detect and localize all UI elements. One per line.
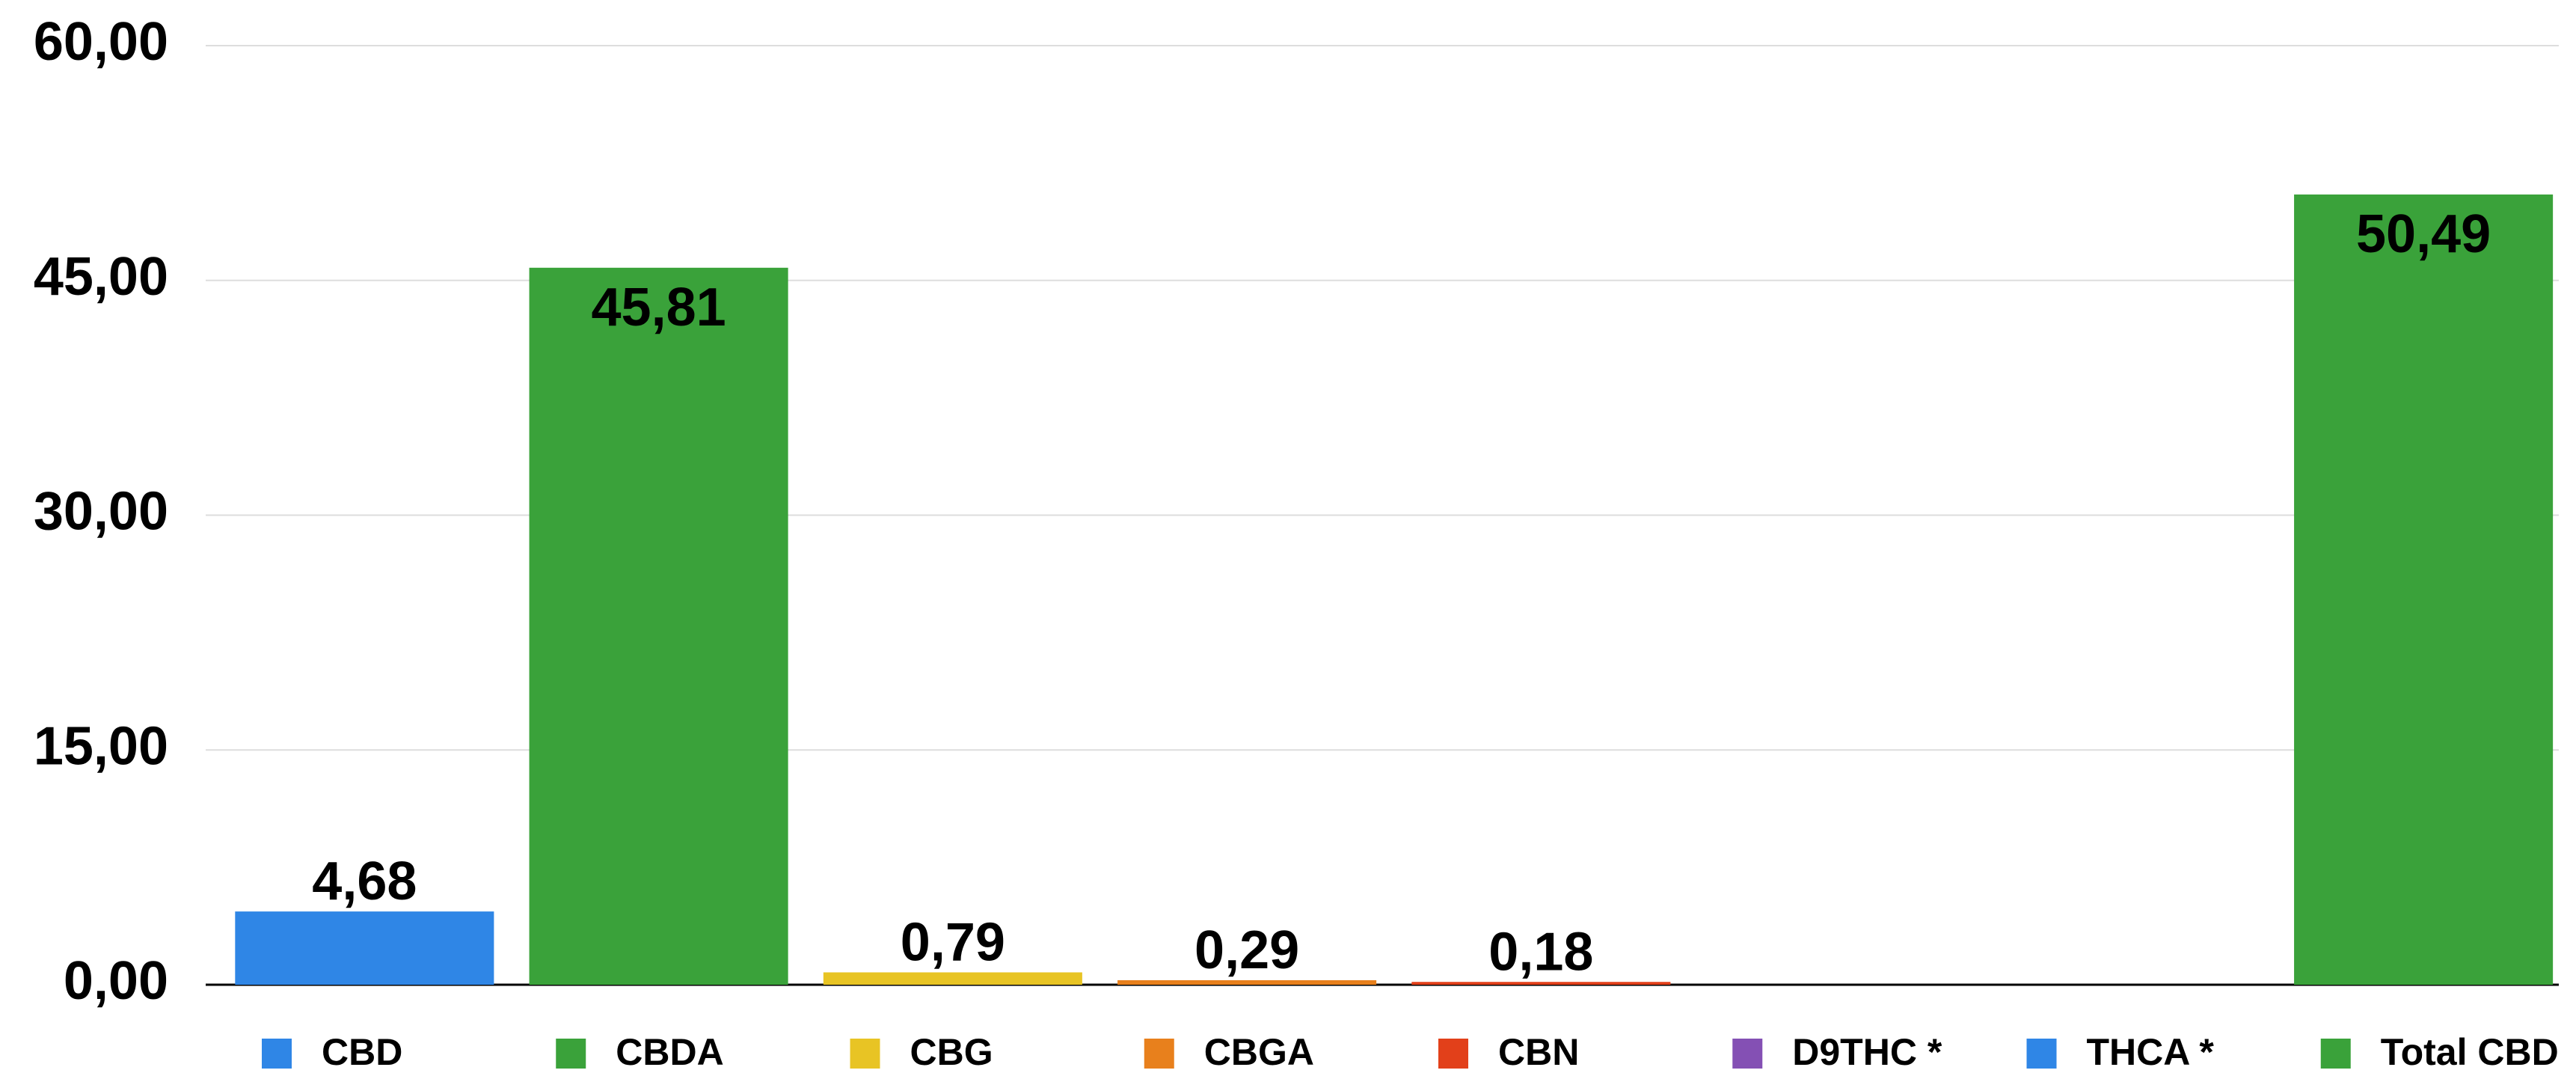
value-label: 0,79 xyxy=(901,912,1005,972)
value-label: 0,18 xyxy=(1488,922,1593,982)
legend-label: Total CBD xyxy=(2381,1031,2559,1073)
legend-swatch xyxy=(2320,1039,2351,1069)
value-label: 4,68 xyxy=(312,852,417,911)
bar xyxy=(823,972,1082,985)
legend-swatch xyxy=(2026,1039,2057,1069)
legend-swatch xyxy=(1438,1039,1468,1069)
legend-swatch xyxy=(1732,1039,1763,1069)
value-label: 50,49 xyxy=(2356,204,2491,264)
legend-label: CBD xyxy=(322,1031,402,1073)
bar xyxy=(2294,194,2554,985)
legend-swatch xyxy=(1144,1039,1174,1069)
y-tick-label: 15,00 xyxy=(34,716,168,776)
y-tick-label: 30,00 xyxy=(34,482,168,542)
legend-swatch xyxy=(262,1039,292,1069)
value-label: 0,29 xyxy=(1195,920,1299,980)
bar xyxy=(1117,979,1377,985)
legend-label: D9THC * xyxy=(1792,1031,1942,1073)
legend-label: CBG xyxy=(910,1031,993,1073)
legend-swatch xyxy=(556,1039,586,1069)
bar xyxy=(1411,982,1671,985)
legend-label: CBDA xyxy=(616,1031,723,1073)
value-label: 45,81 xyxy=(592,278,726,337)
y-tick-label: 60,00 xyxy=(34,12,168,72)
y-tick-label: 0,00 xyxy=(64,951,168,1011)
bar xyxy=(235,911,494,985)
legend-label: CBGA xyxy=(1204,1031,1314,1073)
bar xyxy=(529,267,788,985)
y-tick-label: 45,00 xyxy=(34,247,168,307)
legend-label: CBN xyxy=(1498,1031,1579,1073)
legend-label: THCA * xyxy=(2087,1031,2215,1073)
legend-swatch xyxy=(850,1039,880,1069)
